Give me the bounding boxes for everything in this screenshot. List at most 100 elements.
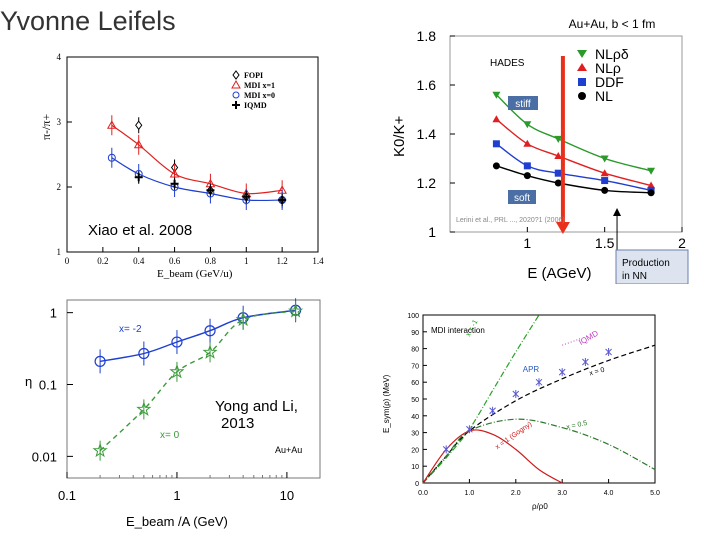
y-tick-label: 1.4 [417,126,437,142]
apr-point [442,445,450,454]
data-point [136,401,152,416]
data-point [492,140,500,148]
data-point [204,325,216,337]
x-tick-label: 1.5 [595,235,615,251]
iqmd-line [562,338,581,346]
data-point [601,186,609,194]
x-axis-label: E_beam /A (GeV) [126,514,228,529]
x-tick-label: 5.0 [650,490,660,497]
legend-label: IQMD [244,101,267,110]
series-line [495,143,652,192]
x-0-label: x= 0 [160,430,180,441]
x-tick-label: 0.8 [205,256,217,266]
apr-point [512,389,520,398]
data-point [171,336,183,348]
y-tick-label: 0.1 [39,378,57,393]
x-tick-label: 1.2 [277,256,288,266]
data-point [647,189,655,197]
production-label: Production [622,258,670,269]
data-point [94,355,106,367]
data-point [601,177,609,185]
apr-point [582,358,589,367]
y-tick-label: 30 [411,431,419,438]
plot-frame [422,314,656,484]
apr-point [535,378,543,387]
iqmd-point [134,173,143,182]
data-point [492,91,501,99]
data-point [287,303,304,318]
data-point [523,139,532,147]
legend-label: MDI x=1 [244,81,275,90]
x-tick-label: 1.4 [312,256,324,266]
iqmd-point [242,192,251,201]
x-0-label: x = 0 [589,367,606,378]
y-tick-label: 100 [407,313,419,320]
series-line [422,418,656,484]
stiff-box [508,96,538,110]
legend-label: NLρ [595,60,621,76]
legend-label: FOPI [244,71,263,80]
legend-marker-iqmd [232,101,240,109]
data-point [492,162,500,170]
y-tick-label: 60 [411,380,419,387]
legend-label: DDF [595,74,624,90]
plot-frame [66,299,321,479]
author-name: Yvonne Leifels [0,6,176,36]
series-line [422,314,540,484]
y-tick-label: 0.01 [32,449,57,464]
fit-curve-x1 [111,124,283,195]
x-tick-label: 1 [173,488,180,503]
x-tick-label: 0.2 [97,256,108,266]
pion-ratio-chart: 0 0.2 0.4 0.6 0.8 1 1.2 1.4 1 2 3 4 E_beam (GeV/u) π-… [40,52,324,280]
y-tick-label: 0 [415,481,419,488]
reference-text: Lerini et al., PRL ..., 2020?1 (2006) [456,217,565,224]
mdi-x1-point [106,120,117,129]
legend-label: NL [595,88,613,104]
apr-point [558,368,566,377]
x-tick-label: 3.0 [557,490,567,497]
data-point [523,172,531,180]
data-point [523,121,532,129]
production-box [615,249,689,284]
stiff-label: stiff [515,99,531,110]
legend-marker-mdi-x1 [231,79,241,89]
apr-point [466,425,473,434]
symmetry-energy-chart: 0.0 1.0 2.0 3.0 4.0 5.0 0 10 20 30 40 50 60 70 80 90 100… [382,313,660,511]
series-line [99,309,296,363]
y-tick-label: 50 [411,397,419,404]
y-tick-label: 1.8 [417,28,437,44]
y-tick-label: 1 [50,306,57,321]
apr-point [489,406,496,415]
x-tick-label: 0.1 [58,488,76,503]
x-1-label: x = 1 (Gogny) [494,421,533,451]
legend-marker [577,50,587,58]
y-axis-label: π-/π+ [40,114,53,140]
x-tick-label: 1.0 [465,490,475,497]
chart-title: Au+Au, b < 1 fm [569,17,656,31]
y-tick-label: 4 [57,52,62,62]
caption-xiao: Xiao et al. 2008 [88,222,193,239]
data-point [554,169,562,177]
data-point [492,115,501,123]
kaon-ratio-chart: Au+Au, b < 1 fm 1 1.5 2 1 1.2 1.4 1.6 1.8 E (AGeV… [391,17,689,284]
eta-chart: 0.1 1 10 0.01 0.1 1 E_beam /A (GeV) η x= -2 x= 0 A… [25,298,321,529]
x-tick-label: 0.6 [169,256,181,266]
y-tick-label: 90 [411,330,419,337]
data-point [554,179,562,187]
y-tick-label: 10 [411,464,419,471]
fit-curve-x0 [111,157,283,202]
data-point [600,155,609,163]
y-axis-label: E_sym(ρ) (MeV) [382,374,391,433]
data-point [647,167,656,175]
iqmd-point [278,196,287,204]
x-axis-label: E (AGeV) [527,265,591,282]
y-tick-label: 1 [428,224,436,240]
y-tick-label: 80 [411,347,419,354]
legend-marker [578,78,586,86]
y-tick-label: 1.6 [417,77,437,93]
y-tick-label: 3 [57,117,62,127]
y-tick-label: 70 [411,363,419,370]
iqmd-point [206,186,215,195]
plot-frame [66,56,319,253]
data-point [235,311,251,327]
